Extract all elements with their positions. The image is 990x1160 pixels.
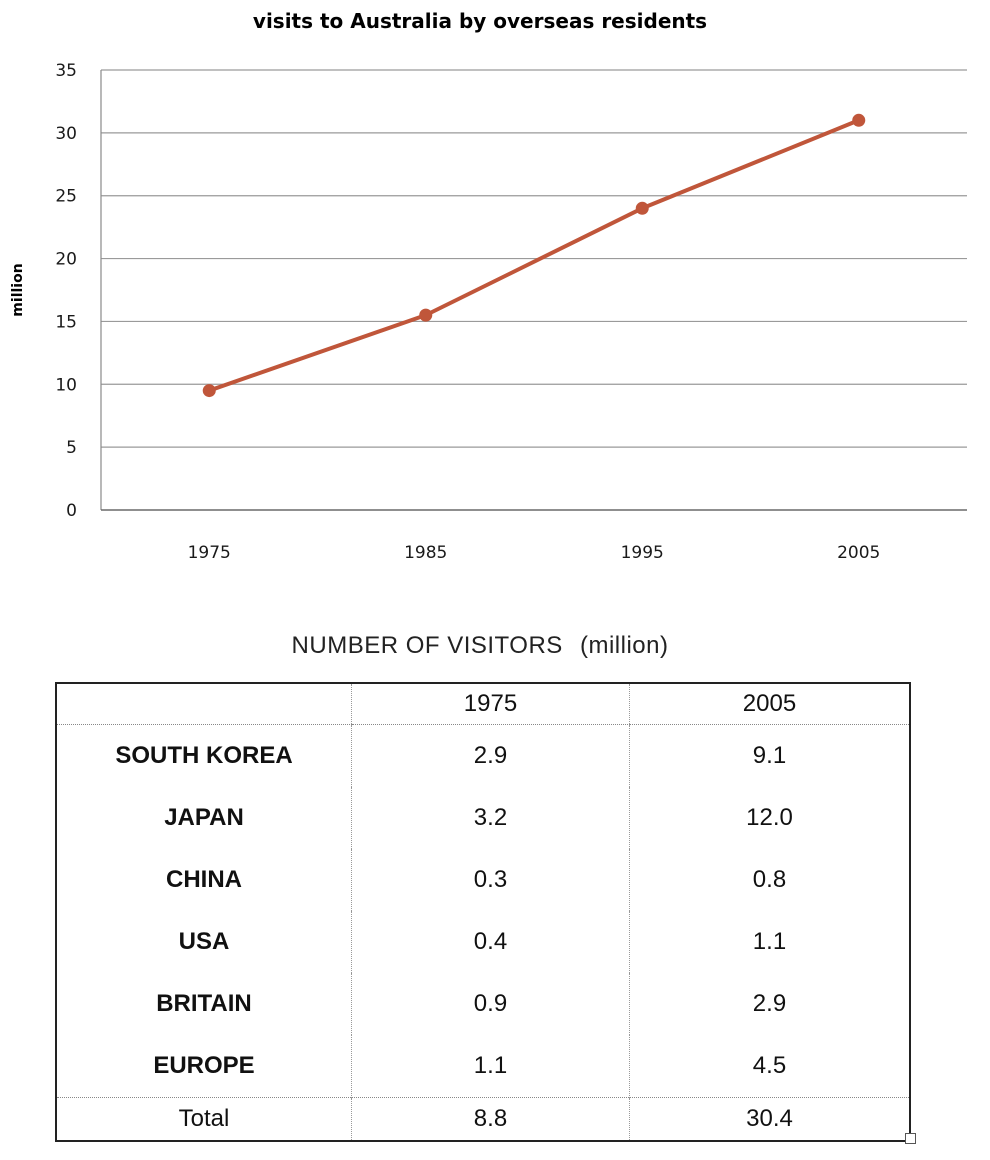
total-row: Total 8.8 30.4 bbox=[56, 1097, 910, 1141]
country-cell: BRITAIN bbox=[156, 990, 252, 1017]
x-tick-labels: 1975 1985 1995 2005 bbox=[188, 543, 881, 563]
table-title-unit: (million) bbox=[579, 632, 669, 659]
country-cell: CHINA bbox=[166, 866, 242, 893]
y-tick-label: 25 bbox=[55, 187, 77, 207]
visits-series bbox=[202, 113, 866, 398]
header-country bbox=[56, 683, 352, 725]
y-tick-label: 10 bbox=[55, 375, 77, 395]
total-1975: 8.8 bbox=[351, 1097, 630, 1141]
value-2005-cell: 12.0 bbox=[628, 787, 910, 849]
y-tick-label: 35 bbox=[55, 61, 77, 81]
value-1975-cell: 1.1 bbox=[351, 1035, 630, 1098]
y-tick-label: 0 bbox=[66, 501, 77, 521]
value-1975-cell: 3.2 bbox=[351, 787, 630, 849]
value-2005-cell: 4.5 bbox=[628, 1035, 910, 1098]
table-row: USA 0.4 1.1 bbox=[56, 911, 910, 973]
total-label: Total bbox=[56, 1097, 352, 1141]
x-tick-label: 2005 bbox=[837, 543, 880, 563]
value-1975-cell: 0.9 bbox=[351, 973, 630, 1035]
y-tick-label: 20 bbox=[55, 250, 77, 270]
country-cell: EUROPE bbox=[153, 1052, 255, 1079]
value-1975-cell: 2.9 bbox=[351, 724, 630, 787]
x-tick-label: 1995 bbox=[621, 543, 664, 563]
country-cell: SOUTH KOREA bbox=[115, 742, 293, 769]
data-point bbox=[419, 308, 433, 322]
value-1975-cell: 0.4 bbox=[351, 911, 630, 973]
header-2005: 2005 bbox=[628, 683, 910, 725]
y-tick-labels: 0 5 10 15 20 25 30 35 bbox=[55, 61, 77, 521]
resize-handle[interactable] bbox=[905, 1133, 916, 1144]
value-1975-cell: 0.3 bbox=[351, 849, 630, 911]
table-row: EUROPE 1.1 4.5 bbox=[56, 1035, 910, 1098]
x-tick-label: 1985 bbox=[404, 543, 447, 563]
table-row: SOUTH KOREA 2.9 9.1 bbox=[56, 724, 910, 787]
country-cell: JAPAN bbox=[164, 804, 244, 831]
table-header-row: 1975 2005 bbox=[56, 683, 910, 725]
gridlines bbox=[100, 69, 967, 511]
data-point bbox=[202, 384, 216, 398]
y-axis-title: million bbox=[10, 263, 26, 316]
total-2005: 30.4 bbox=[628, 1097, 910, 1141]
y-tick-label: 5 bbox=[66, 438, 77, 458]
data-point bbox=[635, 201, 649, 215]
value-2005-cell: 0.8 bbox=[628, 849, 910, 911]
value-2005-cell: 1.1 bbox=[628, 911, 910, 973]
table-row: BRITAIN 0.9 2.9 bbox=[56, 973, 910, 1035]
y-tick-label: 30 bbox=[55, 124, 77, 144]
table-row: JAPAN 3.2 12.0 bbox=[56, 787, 910, 849]
data-point bbox=[852, 113, 866, 127]
table-title-text: NUMBER OF VISITORS bbox=[291, 632, 563, 659]
value-2005-cell: 9.1 bbox=[628, 724, 910, 787]
y-tick-label: 15 bbox=[55, 312, 77, 332]
table-row: CHINA 0.3 0.8 bbox=[56, 849, 910, 911]
table-title: NUMBER OF VISITORS (million) bbox=[0, 632, 960, 660]
series-line bbox=[207, 118, 861, 393]
x-tick-label: 1975 bbox=[188, 543, 231, 563]
value-2005-cell: 2.9 bbox=[628, 973, 910, 1035]
chart-title: visits to Australia by overseas resident… bbox=[253, 9, 707, 33]
country-cell: USA bbox=[178, 928, 230, 955]
header-1975: 1975 bbox=[351, 683, 630, 725]
visitors-table: 1975 2005 SOUTH KOREA 2.9 9.1 JAPAN 3.2 … bbox=[55, 682, 911, 1142]
line-chart: visits to Australia by overseas resident… bbox=[10, 9, 967, 563]
